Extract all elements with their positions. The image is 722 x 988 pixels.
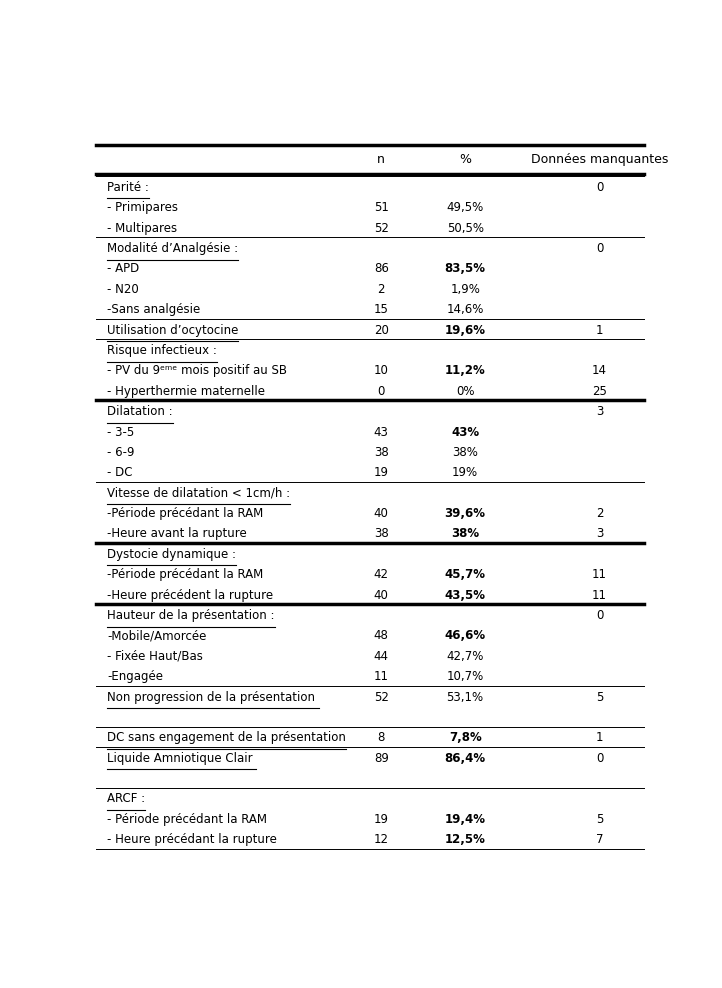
Text: 1: 1: [596, 323, 603, 337]
Text: 0: 0: [596, 609, 603, 622]
Text: DC sans engagement de la présentation: DC sans engagement de la présentation: [107, 731, 346, 744]
Text: Parité :: Parité :: [107, 181, 149, 194]
Text: n: n: [378, 153, 385, 166]
Text: 14: 14: [592, 365, 607, 377]
Text: 42,7%: 42,7%: [446, 650, 484, 663]
Text: Modalité d’Analgésie :: Modalité d’Analgésie :: [107, 242, 238, 255]
Text: 5: 5: [596, 691, 603, 703]
Text: Dilatation :: Dilatation :: [107, 405, 173, 418]
Text: Risque infectieux :: Risque infectieux :: [107, 344, 217, 357]
Text: 19,4%: 19,4%: [445, 813, 486, 826]
Text: - DC: - DC: [107, 466, 133, 479]
Text: 3: 3: [596, 528, 603, 540]
Text: 51: 51: [374, 202, 388, 214]
Text: %: %: [459, 153, 471, 166]
Text: Vitesse de dilatation < 1cm/h :: Vitesse de dilatation < 1cm/h :: [107, 487, 290, 500]
Text: 14,6%: 14,6%: [446, 303, 484, 316]
Text: 0%: 0%: [456, 384, 474, 398]
Text: 10: 10: [374, 365, 388, 377]
Text: - APD: - APD: [107, 263, 139, 276]
Text: 83,5%: 83,5%: [445, 263, 486, 276]
Text: -Sans analgésie: -Sans analgésie: [107, 303, 200, 316]
Text: 5: 5: [596, 813, 603, 826]
Text: 7,8%: 7,8%: [449, 731, 482, 744]
Text: Liquide Amniotique Clair: Liquide Amniotique Clair: [107, 752, 256, 765]
Text: Dystocie dynamique :: Dystocie dynamique :: [107, 547, 236, 561]
Text: ARCF :: ARCF :: [107, 792, 145, 805]
Text: 52: 52: [374, 691, 388, 703]
Text: - Hyperthermie maternelle: - Hyperthermie maternelle: [107, 384, 265, 398]
Text: 19: 19: [374, 813, 388, 826]
Text: - 3-5: - 3-5: [107, 426, 134, 439]
Text: 38%: 38%: [452, 446, 478, 458]
Text: 0: 0: [596, 242, 603, 255]
Text: 38%: 38%: [451, 528, 479, 540]
Text: - 6-9: - 6-9: [107, 446, 134, 458]
Text: 20: 20: [374, 323, 388, 337]
Text: 10,7%: 10,7%: [446, 670, 484, 683]
Text: 19: 19: [374, 466, 388, 479]
Text: 52: 52: [374, 221, 388, 234]
Text: 12: 12: [374, 833, 388, 847]
Text: 11: 11: [592, 589, 607, 602]
Text: 1,9%: 1,9%: [451, 283, 480, 295]
Text: 1: 1: [596, 731, 603, 744]
Text: 40: 40: [374, 589, 388, 602]
Text: Non progression de la présentation: Non progression de la présentation: [107, 691, 319, 703]
Text: 38: 38: [374, 528, 388, 540]
Text: - Heure précédant la rupture: - Heure précédant la rupture: [107, 833, 277, 847]
Text: Données manquantes: Données manquantes: [531, 153, 668, 166]
Text: -Engagée: -Engagée: [107, 670, 163, 683]
Text: -Mobile/Amorcée: -Mobile/Amorcée: [107, 629, 206, 642]
Text: 0: 0: [596, 752, 603, 765]
Text: - Primipares: - Primipares: [107, 202, 178, 214]
Text: 40: 40: [374, 507, 388, 520]
Text: - Multipares: - Multipares: [107, 221, 177, 234]
Text: 11: 11: [374, 670, 388, 683]
Text: - Fixée Haut/Bas: - Fixée Haut/Bas: [107, 650, 203, 663]
Text: 0: 0: [378, 384, 385, 398]
Text: 86: 86: [374, 263, 388, 276]
Text: 25: 25: [592, 384, 607, 398]
Text: 3: 3: [596, 405, 603, 418]
Text: - N20: - N20: [107, 283, 139, 295]
Text: 7: 7: [596, 833, 603, 847]
Text: 38: 38: [374, 446, 388, 458]
Text: 11: 11: [592, 568, 607, 581]
Text: 45,7%: 45,7%: [445, 568, 486, 581]
Text: 19%: 19%: [452, 466, 478, 479]
Text: 44: 44: [374, 650, 388, 663]
Text: 11,2%: 11,2%: [445, 365, 485, 377]
Text: -Heure précédent la rupture: -Heure précédent la rupture: [107, 589, 273, 602]
Text: 48: 48: [374, 629, 388, 642]
Text: 12,5%: 12,5%: [445, 833, 486, 847]
Text: 43%: 43%: [451, 426, 479, 439]
Text: -Heure avant la rupture: -Heure avant la rupture: [107, 528, 247, 540]
Text: 50,5%: 50,5%: [447, 221, 484, 234]
Text: Utilisation d’ocytocine: Utilisation d’ocytocine: [107, 323, 238, 337]
Text: 39,6%: 39,6%: [445, 507, 486, 520]
Text: - PV du 9ᵉᵐᵉ mois positif au SB: - PV du 9ᵉᵐᵉ mois positif au SB: [107, 365, 287, 377]
Text: 15: 15: [374, 303, 388, 316]
Text: 19,6%: 19,6%: [445, 323, 486, 337]
Text: 8: 8: [378, 731, 385, 744]
Text: -Période précédant la RAM: -Période précédant la RAM: [107, 507, 264, 520]
Text: 53,1%: 53,1%: [447, 691, 484, 703]
Text: 0: 0: [596, 181, 603, 194]
Text: 43: 43: [374, 426, 388, 439]
Text: -Période précédant la RAM: -Période précédant la RAM: [107, 568, 264, 581]
Text: Hauteur de la présentation :: Hauteur de la présentation :: [107, 609, 274, 622]
Text: 2: 2: [378, 283, 385, 295]
Text: 2: 2: [596, 507, 603, 520]
Text: 86,4%: 86,4%: [445, 752, 486, 765]
Text: 42: 42: [374, 568, 388, 581]
Text: 89: 89: [374, 752, 388, 765]
Text: 46,6%: 46,6%: [445, 629, 486, 642]
Text: 49,5%: 49,5%: [446, 202, 484, 214]
Text: 43,5%: 43,5%: [445, 589, 486, 602]
Text: - Période précédant la RAM: - Période précédant la RAM: [107, 813, 267, 826]
